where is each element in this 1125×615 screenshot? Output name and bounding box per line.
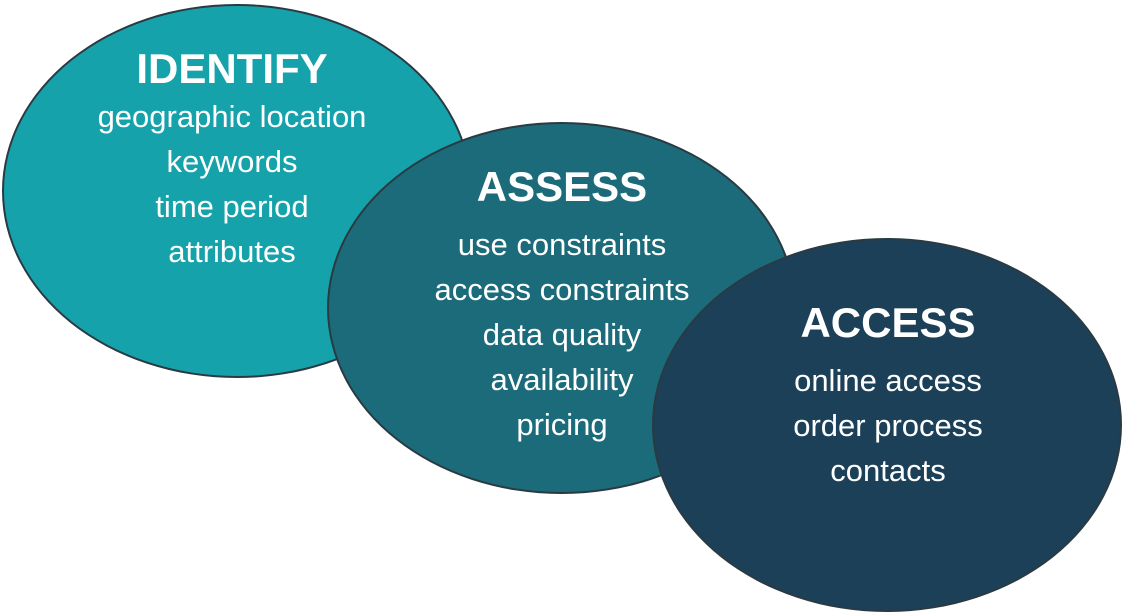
identify-item: time period (155, 189, 309, 224)
assess-item: availability (490, 362, 634, 397)
assess-item: pricing (516, 407, 608, 442)
access-item: order process (793, 408, 983, 443)
assess-item: use constraints (457, 227, 667, 262)
access-title: ACCESS (800, 299, 976, 346)
assess-items: use constraints access constraints data … (392, 222, 732, 447)
assess-item: data quality (482, 317, 642, 352)
assess-title: ASSESS (476, 163, 648, 210)
identify-block: IDENTIFY geographic location keywords ti… (52, 44, 412, 274)
access-items: online access order process contacts (718, 358, 1058, 493)
identify-item: keywords (166, 144, 298, 179)
assess-item: access constraints (434, 272, 690, 307)
identify-item: geographic location (97, 99, 367, 134)
identify-item: attributes (168, 234, 296, 269)
assess-block: ASSESS use constraints access constraint… (392, 162, 732, 447)
access-item: contacts (830, 453, 946, 488)
access-item: online access (794, 363, 982, 398)
identify-title: IDENTIFY (136, 45, 328, 92)
access-block: ACCESS online access order process conta… (718, 298, 1058, 493)
identify-items: geographic location keywords time period… (52, 94, 412, 274)
access-ellipse (652, 238, 1122, 612)
